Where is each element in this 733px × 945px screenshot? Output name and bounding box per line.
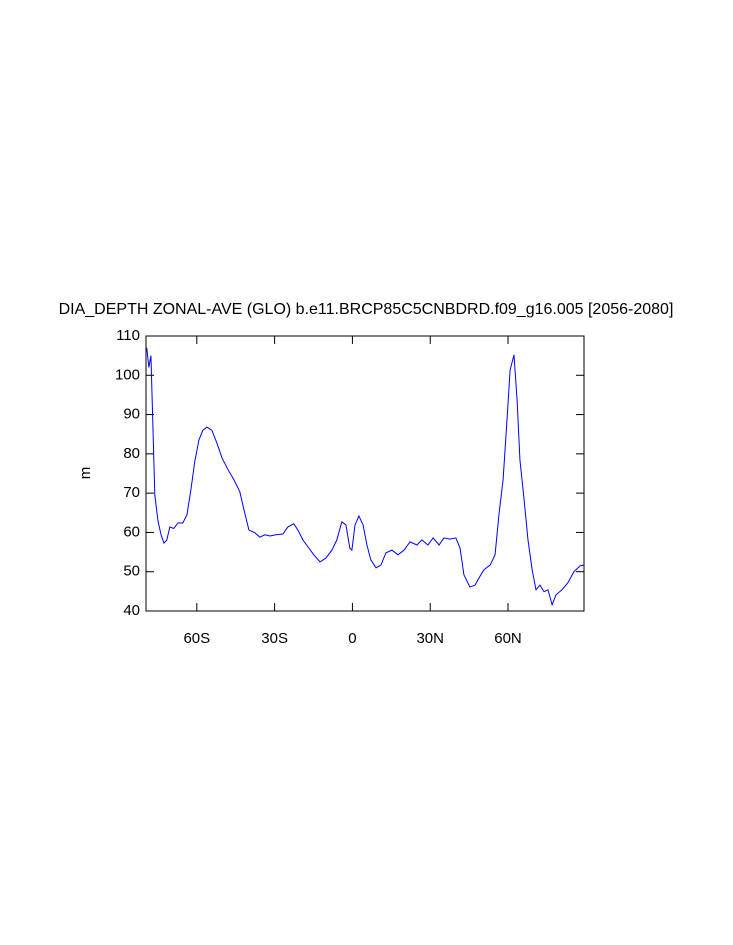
x-tick-label: 30N	[416, 630, 444, 647]
y-axis-label: m	[77, 467, 94, 480]
y-tick-label: 70	[123, 484, 140, 501]
y-tick-label: 80	[123, 445, 140, 462]
plot-frame	[145, 335, 585, 612]
x-tick-label: 0	[348, 630, 356, 647]
y-tick-label: 90	[123, 406, 140, 423]
y-tick-label: 110	[116, 327, 140, 344]
y-tick-label: 40	[123, 602, 140, 619]
x-tick-label: 60N	[494, 630, 522, 647]
y-tick-label: 50	[123, 563, 140, 580]
x-tick-label: 30S	[261, 630, 288, 647]
y-tick-label: 60	[123, 523, 140, 540]
y-tick-label: 100	[115, 366, 140, 383]
x-tick-label: 60S	[183, 630, 210, 647]
chart-title: DIA_DEPTH ZONAL-AVE (GLO) b.e11.BRCP85C5…	[59, 301, 674, 318]
data-line	[146, 347, 585, 607]
